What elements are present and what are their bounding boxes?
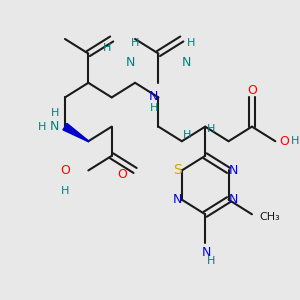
Text: H: H bbox=[183, 130, 192, 140]
Text: O: O bbox=[118, 168, 128, 181]
Text: H: H bbox=[103, 43, 112, 53]
Text: H: H bbox=[207, 256, 215, 266]
Polygon shape bbox=[63, 123, 88, 142]
Text: N: N bbox=[172, 193, 182, 206]
Text: O: O bbox=[60, 164, 70, 177]
Text: N: N bbox=[126, 56, 135, 69]
Text: H: H bbox=[131, 38, 139, 48]
Text: H: H bbox=[186, 38, 195, 48]
Text: H: H bbox=[150, 103, 158, 112]
Text: H: H bbox=[207, 124, 215, 134]
Text: N: N bbox=[229, 193, 238, 206]
Text: N: N bbox=[202, 246, 211, 260]
Text: H: H bbox=[51, 108, 59, 118]
Text: O: O bbox=[247, 84, 257, 97]
Text: H: H bbox=[38, 122, 46, 132]
Text: S: S bbox=[173, 164, 182, 177]
Text: N: N bbox=[229, 164, 238, 177]
Text: N: N bbox=[50, 120, 59, 133]
Text: N: N bbox=[182, 56, 191, 69]
Text: O: O bbox=[280, 135, 290, 148]
Text: CH₃: CH₃ bbox=[259, 212, 280, 222]
Text: N: N bbox=[149, 90, 158, 103]
Text: H: H bbox=[61, 186, 69, 196]
Text: H: H bbox=[291, 136, 300, 146]
